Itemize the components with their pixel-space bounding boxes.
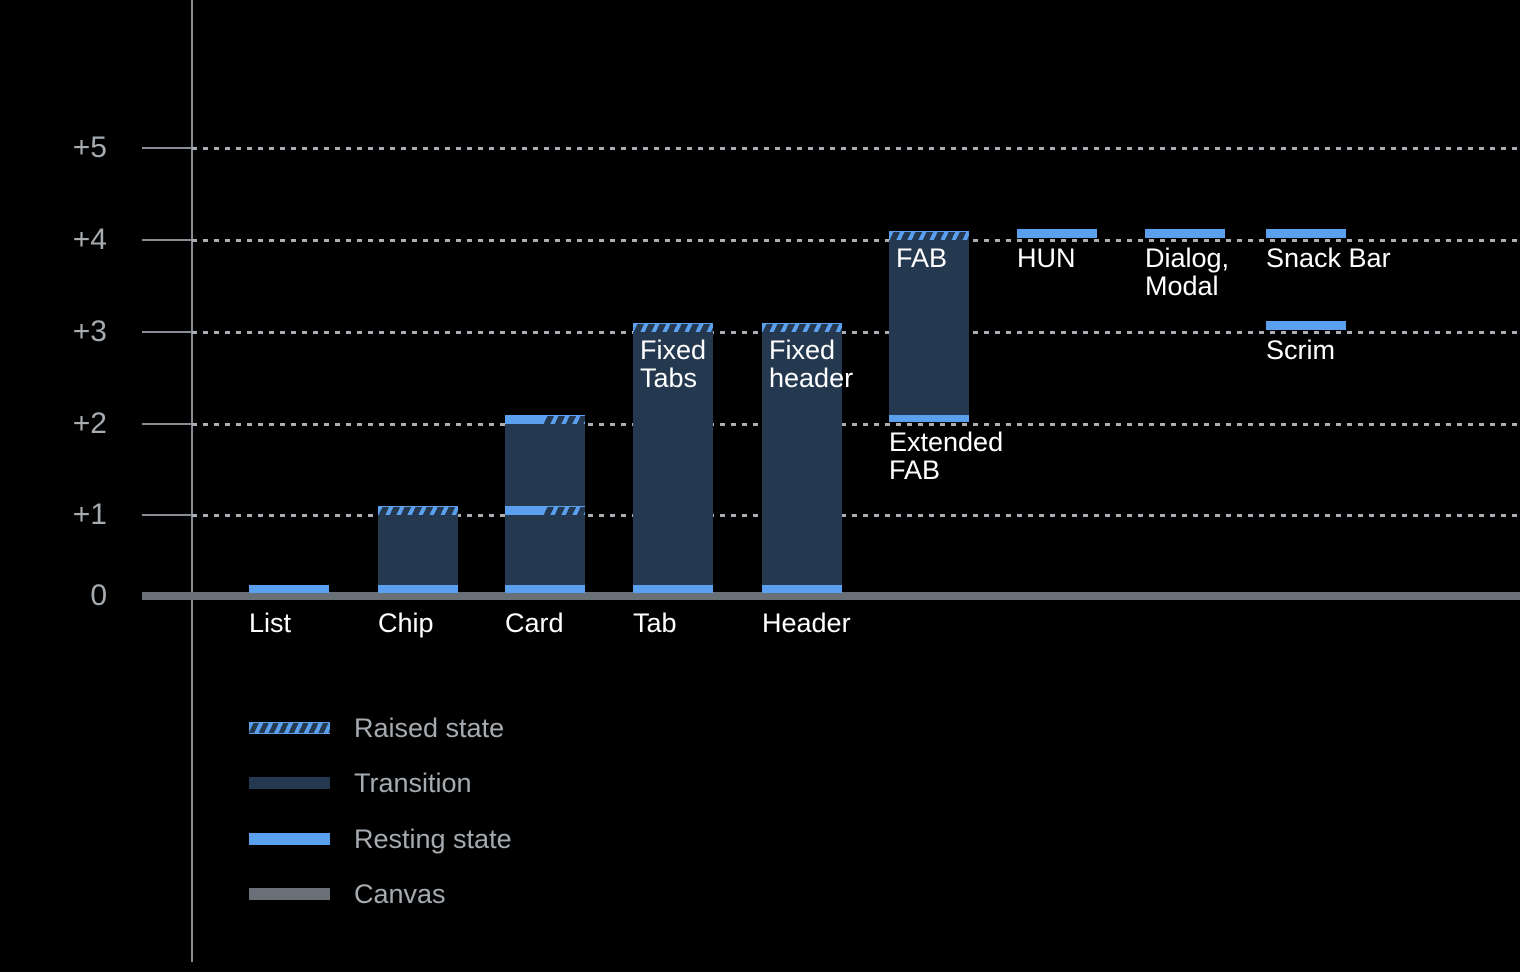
axis-label-0: 0: [90, 579, 107, 612]
card-resting-segment: [505, 505, 543, 515]
bar-label-header: Header: [762, 608, 851, 638]
chip-transition-segment: [378, 515, 458, 586]
tab-raised-segment: [633, 322, 713, 332]
legend-swatch-transition: [249, 777, 330, 789]
bar-inside-label-tab: Fixed Tabs: [640, 335, 707, 393]
axis-label-4: +4: [72, 223, 107, 256]
axis-label-5: +5: [72, 131, 107, 164]
axis-tick-4: [142, 239, 192, 241]
card-transition-segment: [505, 424, 585, 506]
hun-resting-segment: [1017, 228, 1097, 238]
gridline-2: [192, 423, 1520, 426]
extended-fab-resting-segment: [889, 412, 969, 422]
bar-label-tab: Tab: [633, 608, 677, 638]
axis-label-2: +2: [72, 407, 107, 440]
legend-label-resting: Resting state: [354, 824, 512, 854]
bar-label-card: Card: [505, 608, 564, 638]
bar-base-label-scrim: Scrim: [1266, 335, 1335, 365]
y-axis-line: [191, 0, 193, 962]
extended-fab-transition-segment: [889, 240, 969, 415]
header-resting-segment: [762, 585, 842, 593]
gridline-1: [192, 514, 1520, 517]
bar-base-label-dialog-modal: Dialog, Modal: [1145, 243, 1230, 301]
bar-inside-label-header: Fixed header: [769, 335, 854, 393]
axis-label-3: +3: [72, 315, 107, 348]
axis-label-1: +1: [72, 498, 107, 531]
canvas-baseline: [142, 592, 1520, 600]
bar-label-chip: Chip: [378, 608, 434, 638]
card-raised-segment: [543, 505, 585, 515]
bar-base-label-hun: HUN: [1017, 243, 1076, 273]
chip-raised-segment: [378, 505, 458, 515]
legend-label-canvas: Canvas: [354, 879, 446, 909]
legend-label-raised: Raised state: [354, 713, 505, 743]
scrim-resting-segment: [1266, 320, 1346, 330]
bar-base-label-snack-bar: Snack Bar: [1266, 243, 1391, 273]
chip-resting-segment: [378, 585, 458, 593]
axis-tick-2: [142, 423, 192, 425]
card-resting-segment: [505, 585, 585, 593]
legend-swatch-canvas: [249, 888, 330, 900]
gridline-4: [192, 239, 1520, 242]
legend-swatch-raised: [249, 722, 330, 734]
gridline-3: [192, 331, 1520, 334]
gridline-5: [192, 147, 1520, 150]
tab-resting-segment: [633, 585, 713, 593]
extended-fab-raised-segment: [889, 230, 969, 240]
axis-tick-3: [142, 331, 192, 333]
legend-swatch-resting: [249, 833, 330, 845]
list-resting-segment: [249, 585, 329, 593]
tab-transition-segment: [633, 332, 713, 586]
legend-label-transition: Transition: [354, 768, 472, 798]
bar-inside-label-extended-fab: FAB: [896, 243, 948, 273]
axis-tick-1: [142, 514, 192, 516]
card-resting-segment: [505, 414, 543, 424]
bar-label-list: List: [249, 608, 292, 638]
axis-tick-5: [142, 147, 192, 149]
dialog-modal-resting-segment: [1145, 228, 1225, 238]
header-raised-segment: [762, 322, 842, 332]
bar-base-label-extended-fab: Extended FAB: [889, 427, 1004, 485]
header-transition-segment: [762, 332, 842, 586]
snack-bar-resting-segment: [1266, 228, 1346, 238]
card-transition-segment: [505, 515, 585, 586]
card-raised-segment: [543, 414, 585, 424]
